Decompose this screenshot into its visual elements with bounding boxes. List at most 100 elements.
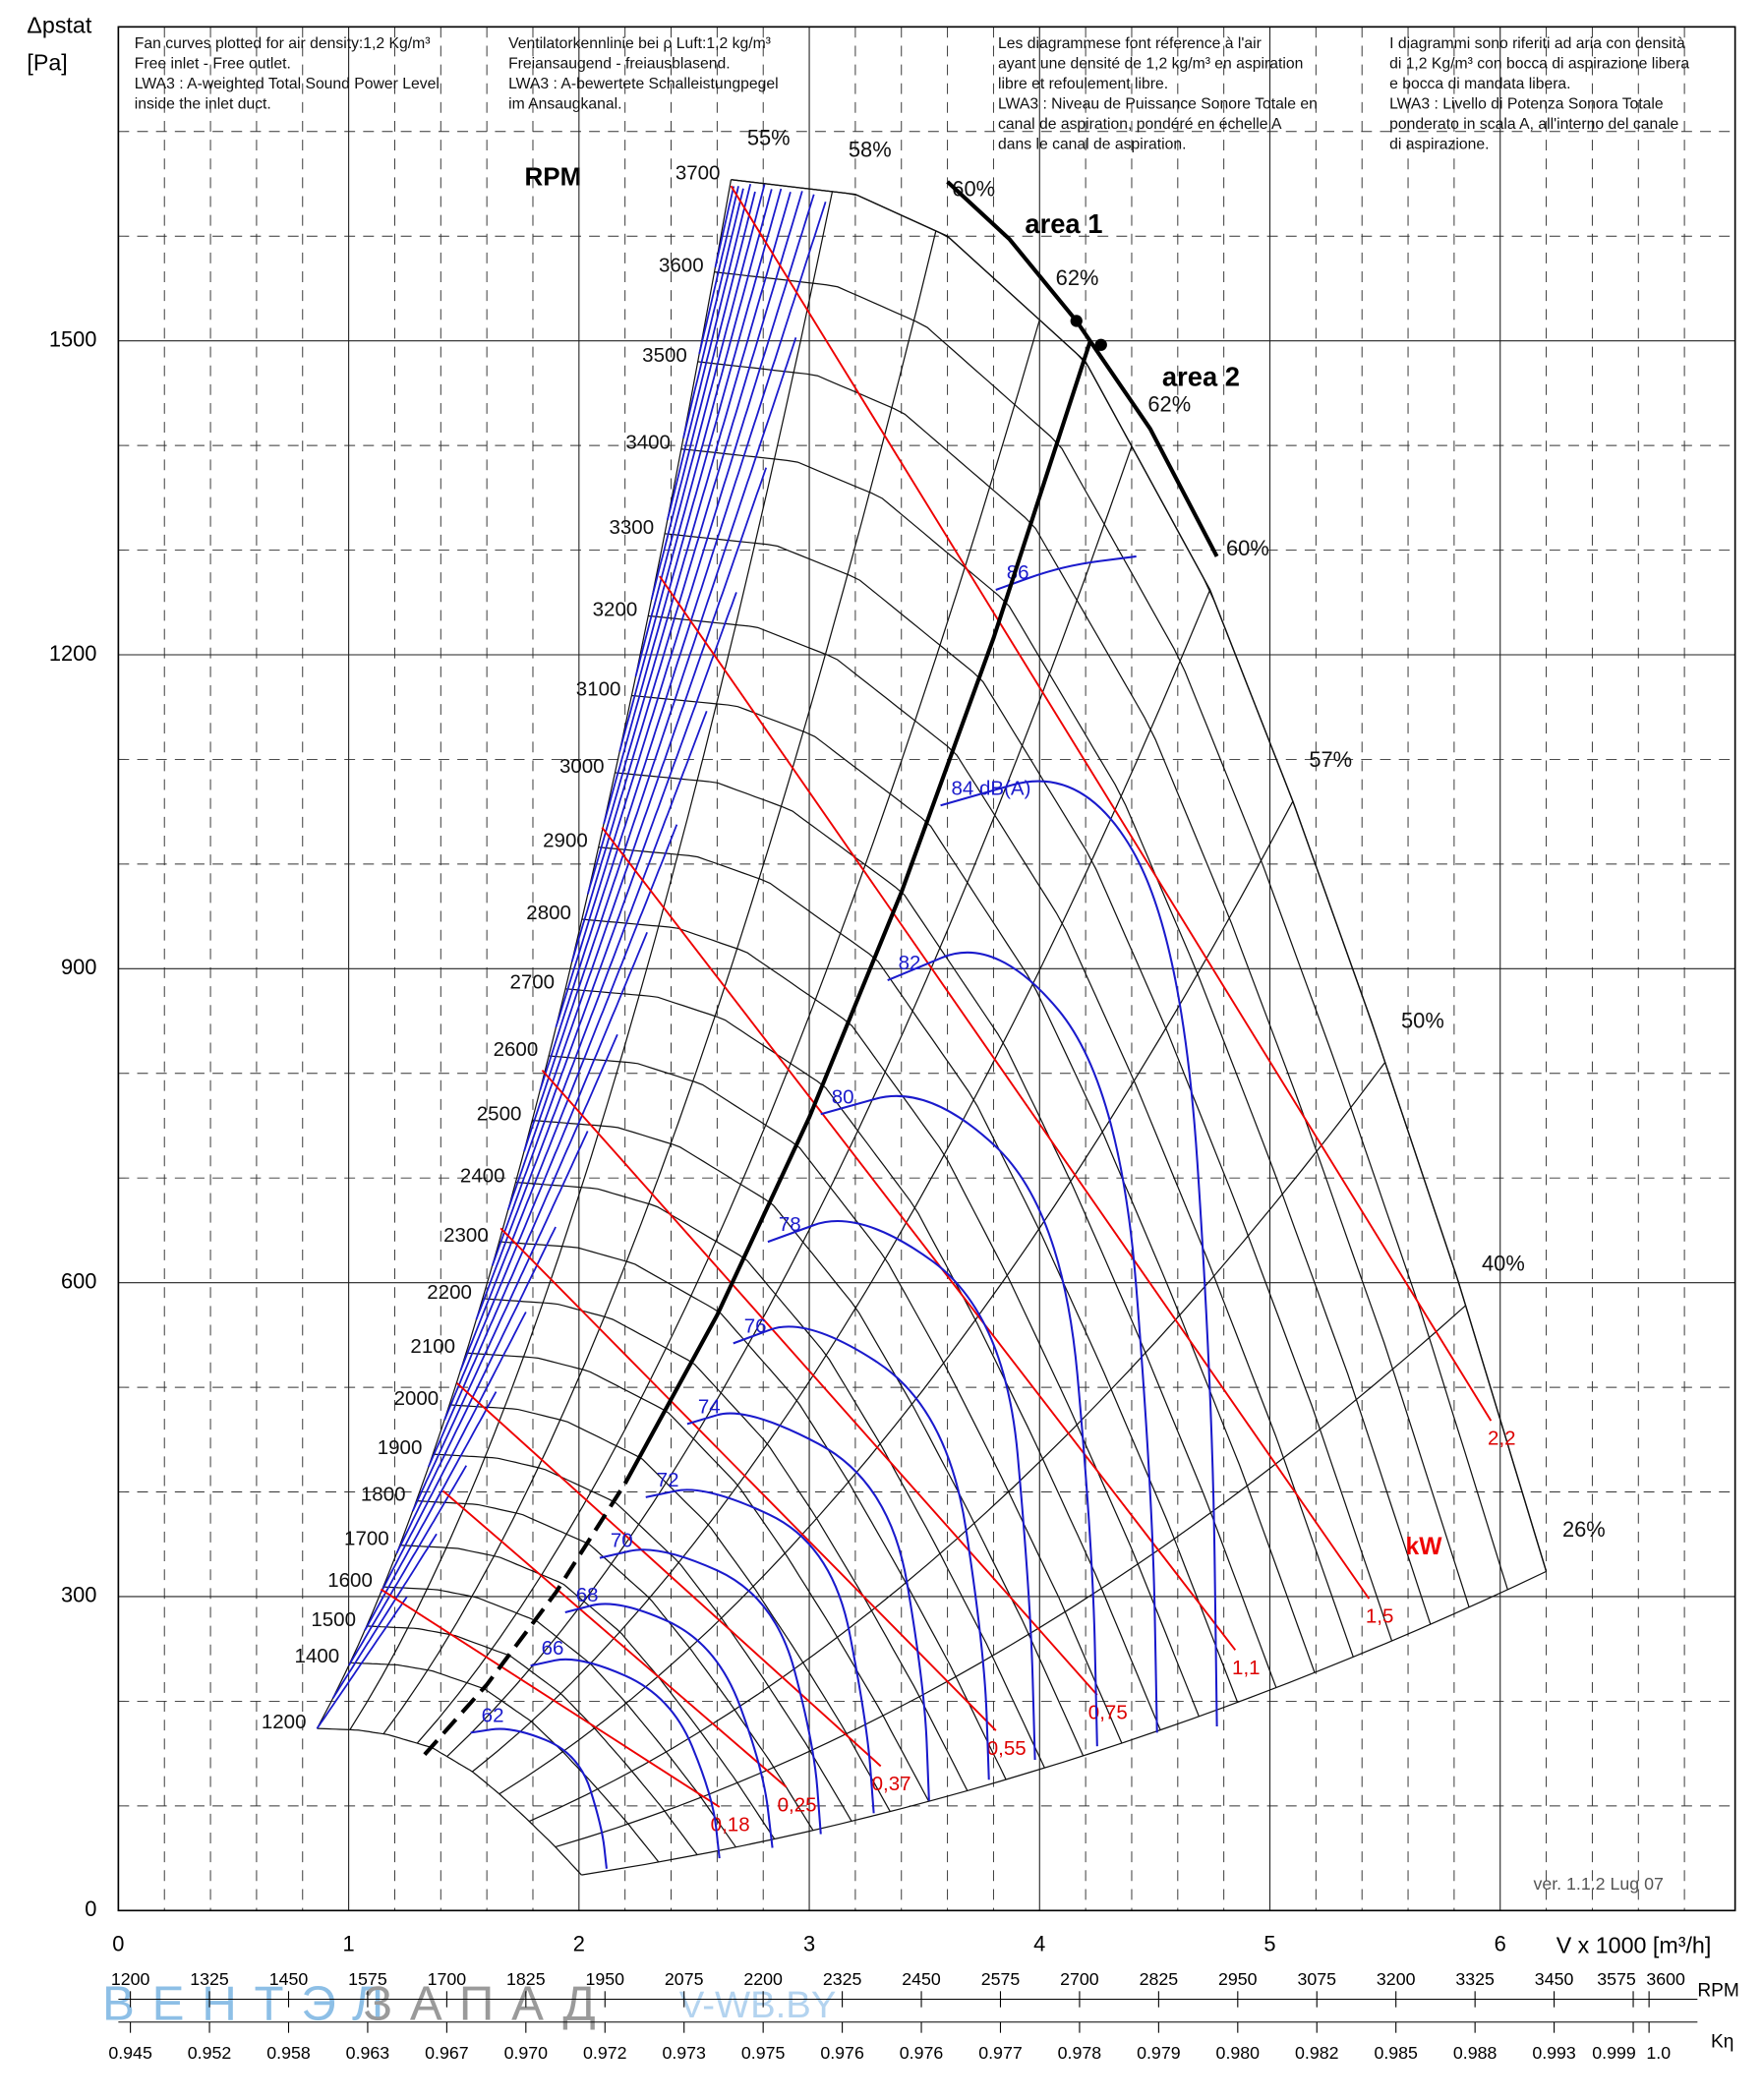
- power-line: [441, 1489, 788, 1788]
- x-tick-label: 0: [112, 1932, 124, 1956]
- noise-line: [618, 189, 773, 752]
- sound-label: 68: [576, 1584, 599, 1606]
- note-line: ponderato in scala A, all'interno del ca…: [1389, 116, 1678, 133]
- rpm-label: 2700: [509, 971, 555, 994]
- noise-line: [316, 1596, 408, 1729]
- rpm-label: 3100: [576, 677, 621, 700]
- y-axis-unit: [Pa]: [27, 50, 67, 76]
- sound-curve: [645, 1488, 875, 1814]
- noise-line: [650, 191, 756, 600]
- power-label: 0,37: [872, 1773, 911, 1795]
- rpm-scale-label: 2700: [1060, 1969, 1099, 1989]
- rpm-label: 3600: [659, 255, 704, 277]
- rpm-title: RPM: [524, 162, 581, 192]
- noise-line: [491, 592, 737, 1266]
- note-line: LWA3 : Niveau de Puissance Sonore Totale…: [998, 96, 1318, 113]
- noise-line: [603, 188, 783, 825]
- sound-label: 62: [482, 1704, 504, 1726]
- rpm-scale-label: 2075: [665, 1969, 704, 1989]
- efficiency-line: [555, 1305, 1467, 1848]
- efficiency-line: [349, 191, 834, 1730]
- rpm-curve: [350, 1662, 660, 1863]
- noise-line: [698, 186, 739, 355]
- rpm-label: 2100: [410, 1335, 455, 1358]
- power-line: [601, 827, 1237, 1651]
- k-eta-scale-label: 1.0: [1646, 2043, 1671, 2063]
- rpm-curve: [680, 448, 1432, 1625]
- k-eta-scale-label: 0.979: [1137, 2043, 1181, 2063]
- rpm-scale-title: RPM: [1697, 1980, 1739, 2001]
- area-label: area 2: [1162, 362, 1240, 392]
- y-tick-label: 1500: [49, 326, 97, 351]
- k-eta-scale-label: 0.970: [504, 2043, 549, 2063]
- x-tick-label: 1: [343, 1932, 355, 1956]
- rpm-label: 2300: [443, 1224, 489, 1247]
- rpm-label: 3400: [625, 432, 671, 454]
- k-eta-scale-label: 0.985: [1374, 2043, 1418, 2063]
- power-label: 1,1: [1232, 1657, 1261, 1679]
- k-eta-scale-label: 0.972: [583, 2043, 626, 2063]
- y-tick-label: 0: [85, 1896, 96, 1921]
- rpm-scale-label: 1450: [269, 1969, 309, 1989]
- k-eta-scale-label: 0.982: [1295, 2043, 1338, 2063]
- rpm-label: 2500: [477, 1103, 522, 1126]
- x-tick-label: 5: [1263, 1932, 1275, 1956]
- rpm-curve: [382, 1586, 736, 1848]
- sound-label: 70: [611, 1530, 633, 1552]
- noise-line: [523, 337, 797, 1152]
- x-tick-label: 6: [1495, 1932, 1506, 1956]
- k-eta-scale-label: 0.976: [900, 2043, 944, 2063]
- rpm-label: 2000: [394, 1387, 440, 1410]
- noise-line: [570, 191, 803, 962]
- x-tick-label: 4: [1033, 1932, 1045, 1956]
- note-line: libre et refoulement libre.: [998, 76, 1168, 92]
- rpm-label: 2800: [526, 902, 571, 924]
- k-eta-scale-label: 0.963: [346, 2043, 390, 2063]
- sound-label: 72: [657, 1469, 679, 1491]
- note-line: dans le canal de aspiration.: [998, 137, 1186, 153]
- rpm-label: 3000: [559, 755, 605, 778]
- rpm-label: 1800: [361, 1484, 406, 1506]
- k-eta-scale-label: 0.988: [1453, 2043, 1498, 2063]
- noise-line: [411, 1131, 589, 1512]
- k-eta-scale-label: 0.958: [266, 2043, 311, 2063]
- power-label: 2,2: [1488, 1428, 1516, 1450]
- k-eta-scale-label: 0.952: [188, 2043, 231, 2063]
- noise-line: [331, 1533, 438, 1699]
- rpm-curve: [631, 694, 1316, 1673]
- note-line: inside the inlet duct.: [135, 96, 271, 113]
- power-label: 1,5: [1366, 1605, 1394, 1628]
- rpm-scale-label: 3450: [1535, 1969, 1574, 1989]
- sound-label: 66: [542, 1637, 564, 1660]
- efficiency-label: 26%: [1562, 1517, 1606, 1542]
- sound-curve: [733, 1325, 990, 1780]
- note-line: ayant une densité de 1,2 kg/m³ en aspira…: [998, 56, 1303, 73]
- sound-label: 76: [744, 1314, 767, 1337]
- note-line: Freiansaugend - freiausblasend.: [508, 56, 731, 73]
- rpm-scale-label: 2950: [1218, 1969, 1258, 1989]
- rpm-label: 2900: [543, 830, 588, 852]
- rpm-label: 1500: [311, 1608, 356, 1631]
- rpm-label: 3500: [642, 344, 687, 367]
- rpm-curve: [615, 772, 1277, 1688]
- note-line: Free inlet - Free outlet.: [135, 56, 291, 73]
- sound-curve: [887, 951, 1158, 1733]
- rpm-scale-label: 2450: [902, 1969, 941, 1989]
- rpm-scale-label: 3200: [1377, 1969, 1416, 1989]
- note-line: di 1,2 Kg/m³ con bocca di aspirazione li…: [1389, 56, 1689, 73]
- y-tick-label: 1200: [49, 641, 97, 666]
- efficiency-line: [472, 589, 1211, 1773]
- efficiency-label: 62%: [1056, 265, 1099, 290]
- power-unit: kW: [1405, 1534, 1442, 1560]
- power-line: [456, 1382, 882, 1768]
- noise-line: [555, 194, 815, 1028]
- sound-curve: [767, 1219, 1036, 1761]
- rpm-curve: [399, 1544, 776, 1839]
- rpm-scale-label: 1200: [111, 1969, 150, 1989]
- sound-curve: [686, 1412, 930, 1801]
- rpm-curve: [549, 1055, 1123, 1744]
- noise-line: [714, 186, 735, 268]
- rpm-scale-label: 2325: [823, 1969, 862, 1989]
